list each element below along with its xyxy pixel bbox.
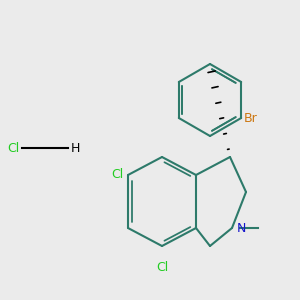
Text: Cl: Cl [156,261,168,274]
Text: N: N [237,221,246,235]
Text: Cl: Cl [7,142,19,154]
Text: H: H [71,142,80,154]
Text: Cl: Cl [111,169,123,182]
Text: Br: Br [244,112,258,124]
